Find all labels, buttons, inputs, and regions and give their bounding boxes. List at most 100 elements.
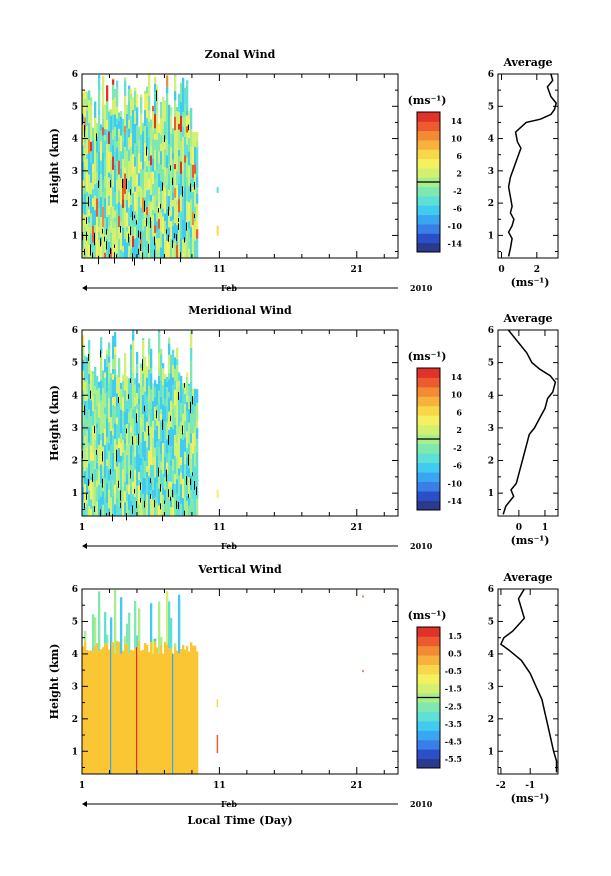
heatmap-cell xyxy=(110,174,113,188)
contour-mark xyxy=(156,90,157,102)
heatmap-cell xyxy=(162,384,165,405)
heatmap-cell xyxy=(82,115,85,123)
contour-mark xyxy=(94,506,95,512)
heatmap-cell xyxy=(104,176,107,188)
heatmap-cell xyxy=(174,169,177,188)
heatmap-cell xyxy=(194,466,197,484)
heatmap-cell xyxy=(134,469,137,486)
contour-mark xyxy=(186,222,187,231)
heatmap-cell xyxy=(126,114,129,129)
heatmap-cell xyxy=(88,409,91,427)
heatmap-cell xyxy=(92,425,95,436)
heatmap-cell xyxy=(156,383,159,399)
heatmap-cell xyxy=(116,406,119,418)
heatmap-cell xyxy=(130,368,133,382)
heatmap-cell xyxy=(150,426,153,447)
heatmap-cell xyxy=(112,358,115,369)
heatmap-cell xyxy=(148,416,151,433)
heatmap-cell xyxy=(98,471,101,485)
heatmap-cell xyxy=(164,167,167,176)
heatmap-cell xyxy=(182,111,185,118)
heatmap-cell xyxy=(152,389,155,402)
heatmap-cell xyxy=(184,202,187,221)
heatmap-cell xyxy=(120,135,123,152)
heatmap-cell xyxy=(102,466,105,476)
contour-mark xyxy=(130,378,131,383)
heatmap-cell xyxy=(182,190,185,199)
heatmap-cell xyxy=(144,172,147,189)
heatmap-cell xyxy=(164,406,167,422)
x-tick-label: 21 xyxy=(351,781,364,791)
heatmap-cell xyxy=(166,462,169,475)
colorbar-swatch xyxy=(417,472,440,482)
heatmap-cell xyxy=(142,122,145,132)
heatmap-cell xyxy=(194,146,197,165)
heatmap-cell xyxy=(132,247,135,258)
heatmap-cell xyxy=(186,401,189,412)
heatmap-cell xyxy=(126,445,129,455)
heatmap-cell xyxy=(150,165,153,172)
heatmap-cell xyxy=(174,646,177,774)
heatmap-cell xyxy=(172,428,175,448)
heatmap-cell xyxy=(166,93,169,109)
heatmap-cell xyxy=(176,185,179,201)
contour-mark xyxy=(192,472,193,476)
colorbar-swatch xyxy=(417,140,440,150)
heatmap-fill xyxy=(82,589,364,774)
colorbar-swatch xyxy=(417,674,440,684)
heatmap-cell xyxy=(88,180,91,194)
heatmap-cell xyxy=(120,168,123,179)
heatmap-cell xyxy=(140,478,143,485)
heatmap-cell xyxy=(102,480,105,492)
heatmap-cell xyxy=(112,218,115,229)
heatmap-cell xyxy=(152,138,155,159)
heatmap-cell xyxy=(106,349,109,355)
heatmap-cell xyxy=(176,402,179,416)
heatmap-cell xyxy=(168,216,171,228)
heatmap-cell xyxy=(164,234,167,242)
heatmap-cell xyxy=(104,104,107,109)
colorbar-swatch xyxy=(417,627,440,637)
heatmap-cell xyxy=(82,248,85,258)
contour-mark xyxy=(110,469,111,475)
contour-mark xyxy=(102,478,103,488)
heatmap-cell xyxy=(182,461,185,479)
heatmap-cell xyxy=(188,506,191,516)
heatmap-cell xyxy=(102,135,105,153)
heatmap-cell xyxy=(128,510,131,516)
heatmap-cell xyxy=(170,147,173,165)
heatmap-cell xyxy=(186,395,189,402)
y-tick-label: 3 xyxy=(72,167,78,177)
heatmap-cell xyxy=(166,644,169,774)
colorbar-swatch xyxy=(417,711,440,722)
heatmap-cell xyxy=(124,110,127,126)
colorbar-swatch xyxy=(417,664,440,675)
heatmap-cell xyxy=(110,152,113,160)
heatmap-cell xyxy=(166,474,169,488)
heatmap-cell xyxy=(106,180,109,200)
heatmap-cell xyxy=(86,126,89,139)
heatmap-cell xyxy=(92,452,95,461)
colorbar-swatch xyxy=(417,758,440,769)
heatmap-cell xyxy=(88,222,91,228)
heatmap-cell xyxy=(112,228,115,246)
heatmap-cell xyxy=(186,84,189,92)
heatmap-cell xyxy=(104,428,107,445)
heatmap-cell xyxy=(182,117,185,127)
heatmap-cell xyxy=(148,189,151,201)
heatmap-cell xyxy=(216,699,219,708)
heatmap-cell xyxy=(90,182,93,195)
profile-line xyxy=(499,588,558,773)
heatmap-cell xyxy=(138,485,141,505)
heatmap-cell xyxy=(192,132,195,148)
heatmap-cell xyxy=(122,469,125,487)
heatmap-cell xyxy=(150,496,153,516)
heatmap-cell xyxy=(196,427,199,439)
heatmap-cell xyxy=(84,184,87,195)
heatmap-cell xyxy=(160,118,163,136)
contour-mark xyxy=(86,231,87,241)
heatmap-cell xyxy=(116,247,119,253)
heatmap-cell xyxy=(182,198,185,220)
heatmap-cell xyxy=(158,163,161,174)
heatmap-cell xyxy=(156,128,159,140)
